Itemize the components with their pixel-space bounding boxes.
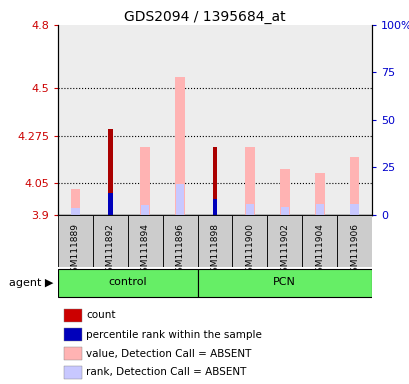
Text: GSM111902: GSM111902 [280,223,289,278]
Bar [64,309,81,322]
Bar [267,215,301,267]
Text: GSM111898: GSM111898 [210,223,219,278]
Text: GSM111889: GSM111889 [71,223,80,278]
Bar [197,215,232,267]
Bar [58,25,93,215]
Bar [58,268,197,297]
Bar [232,215,267,267]
Bar [350,204,358,215]
Text: GSM111906: GSM111906 [349,223,358,278]
Bar [64,366,81,379]
Bar [175,184,184,215]
Text: control: control [108,277,147,287]
Text: GSM111894: GSM111894 [140,223,149,278]
Bar [58,215,93,267]
Bar [93,25,128,215]
Bar [301,25,336,215]
Bar [71,208,79,215]
Bar [108,129,112,215]
Bar [314,173,324,215]
Bar [128,215,162,267]
Bar [197,25,232,215]
Bar [64,347,81,360]
Bar [301,215,336,267]
Text: agent ▶: agent ▶ [9,278,53,288]
Bar [70,189,80,215]
Bar [245,204,254,215]
Text: percentile rank within the sample: percentile rank within the sample [86,329,261,339]
Bar [315,204,323,215]
Bar [175,77,184,215]
Bar [212,199,217,215]
Bar [336,25,371,215]
Text: GSM111904: GSM111904 [315,223,324,278]
Bar [141,205,149,215]
Bar [245,147,254,215]
Bar [128,25,162,215]
Text: GDS2094 / 1395684_at: GDS2094 / 1395684_at [124,10,285,24]
Text: GSM111896: GSM111896 [175,223,184,278]
Bar [279,169,289,215]
Text: value, Detection Call = ABSENT: value, Detection Call = ABSENT [86,349,251,359]
Bar [162,25,197,215]
Bar [336,215,371,267]
Text: GSM111900: GSM111900 [245,223,254,278]
Bar [93,215,128,267]
Bar [108,193,112,215]
Bar [349,157,359,215]
Bar [212,147,217,215]
Bar [140,147,150,215]
Text: rank, Detection Call = ABSENT: rank, Detection Call = ABSENT [86,367,246,377]
Bar [267,25,301,215]
Text: PCN: PCN [273,277,295,287]
Bar [162,215,197,267]
Bar [232,25,267,215]
Bar [64,328,81,341]
Text: count: count [86,311,115,321]
Text: GSM111892: GSM111892 [106,223,115,278]
Bar [280,207,288,215]
Bar [197,268,371,297]
